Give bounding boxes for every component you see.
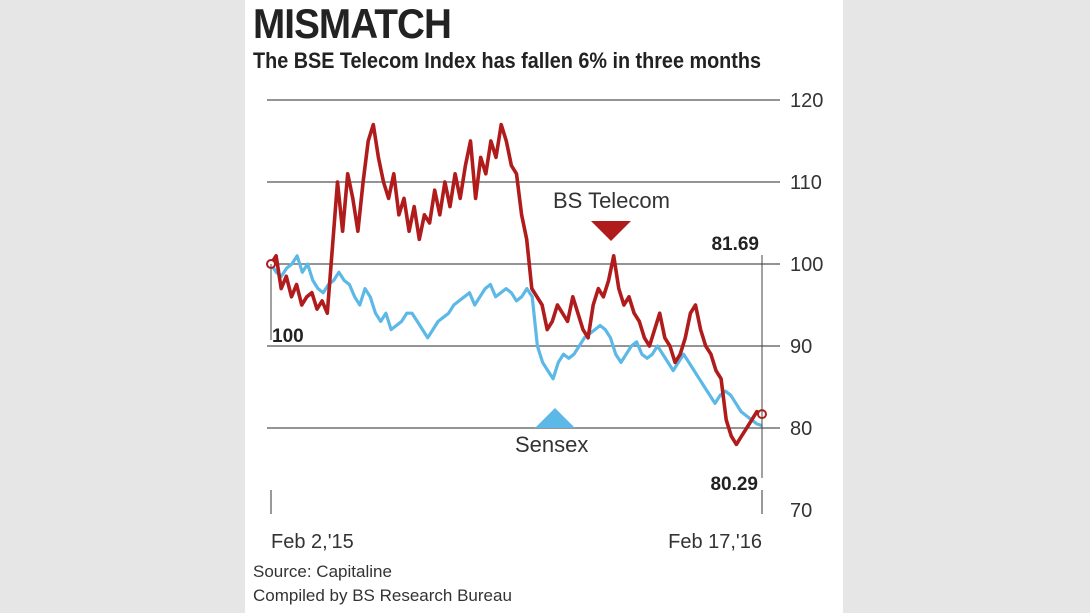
telecom-series: [269, 122, 763, 447]
x-tick-label-end: Feb 17,'16: [668, 531, 762, 553]
y-tick-label-90: 90: [790, 336, 812, 358]
telecom-end-value-label: 81.69: [711, 234, 759, 255]
y-tick-label-120: 120: [790, 90, 823, 112]
x-tick-label-start: Feb 2,'15: [271, 531, 354, 553]
compiled-note: Compiled by BS Research Bureau: [253, 586, 512, 605]
telecom-series-label: BS Telecom: [553, 188, 670, 213]
annotation-layer: 100 81.69 80.29 BS Telecom Sensex: [266, 188, 767, 495]
sensex-series-label: Sensex: [515, 432, 588, 457]
y-tick-label-70: 70: [790, 500, 812, 522]
y-tick-label-100: 100: [790, 254, 823, 276]
y-tick-label-110: 110: [790, 172, 822, 194]
sensex-line: [269, 254, 763, 428]
grid-layer: 70 80 90 100 110 120 Feb 2,'15 Feb 17,'16: [267, 90, 823, 553]
chart-subtitle: The BSE Telecom Index has fallen 6% in t…: [253, 48, 761, 73]
telecom-down-triangle-marker: [591, 221, 631, 241]
telecom-line: [269, 122, 763, 447]
y-tick-label-80: 80: [790, 418, 812, 440]
line-chart: 70 80 90 100 110 120 Feb 2,'15 Feb 17,'16 100 81…: [266, 90, 823, 553]
start-value-label: 100: [272, 326, 304, 347]
sensex-series: [269, 254, 763, 428]
source-note: Source: Capitaline: [253, 562, 392, 581]
sensex-up-triangle-marker: [535, 408, 575, 428]
chart-title: MISMATCH: [253, 0, 452, 47]
sensex-end-value-label: 80.29: [710, 474, 758, 495]
chart-card: MISMATCH The BSE Telecom Index has falle…: [245, 0, 843, 613]
